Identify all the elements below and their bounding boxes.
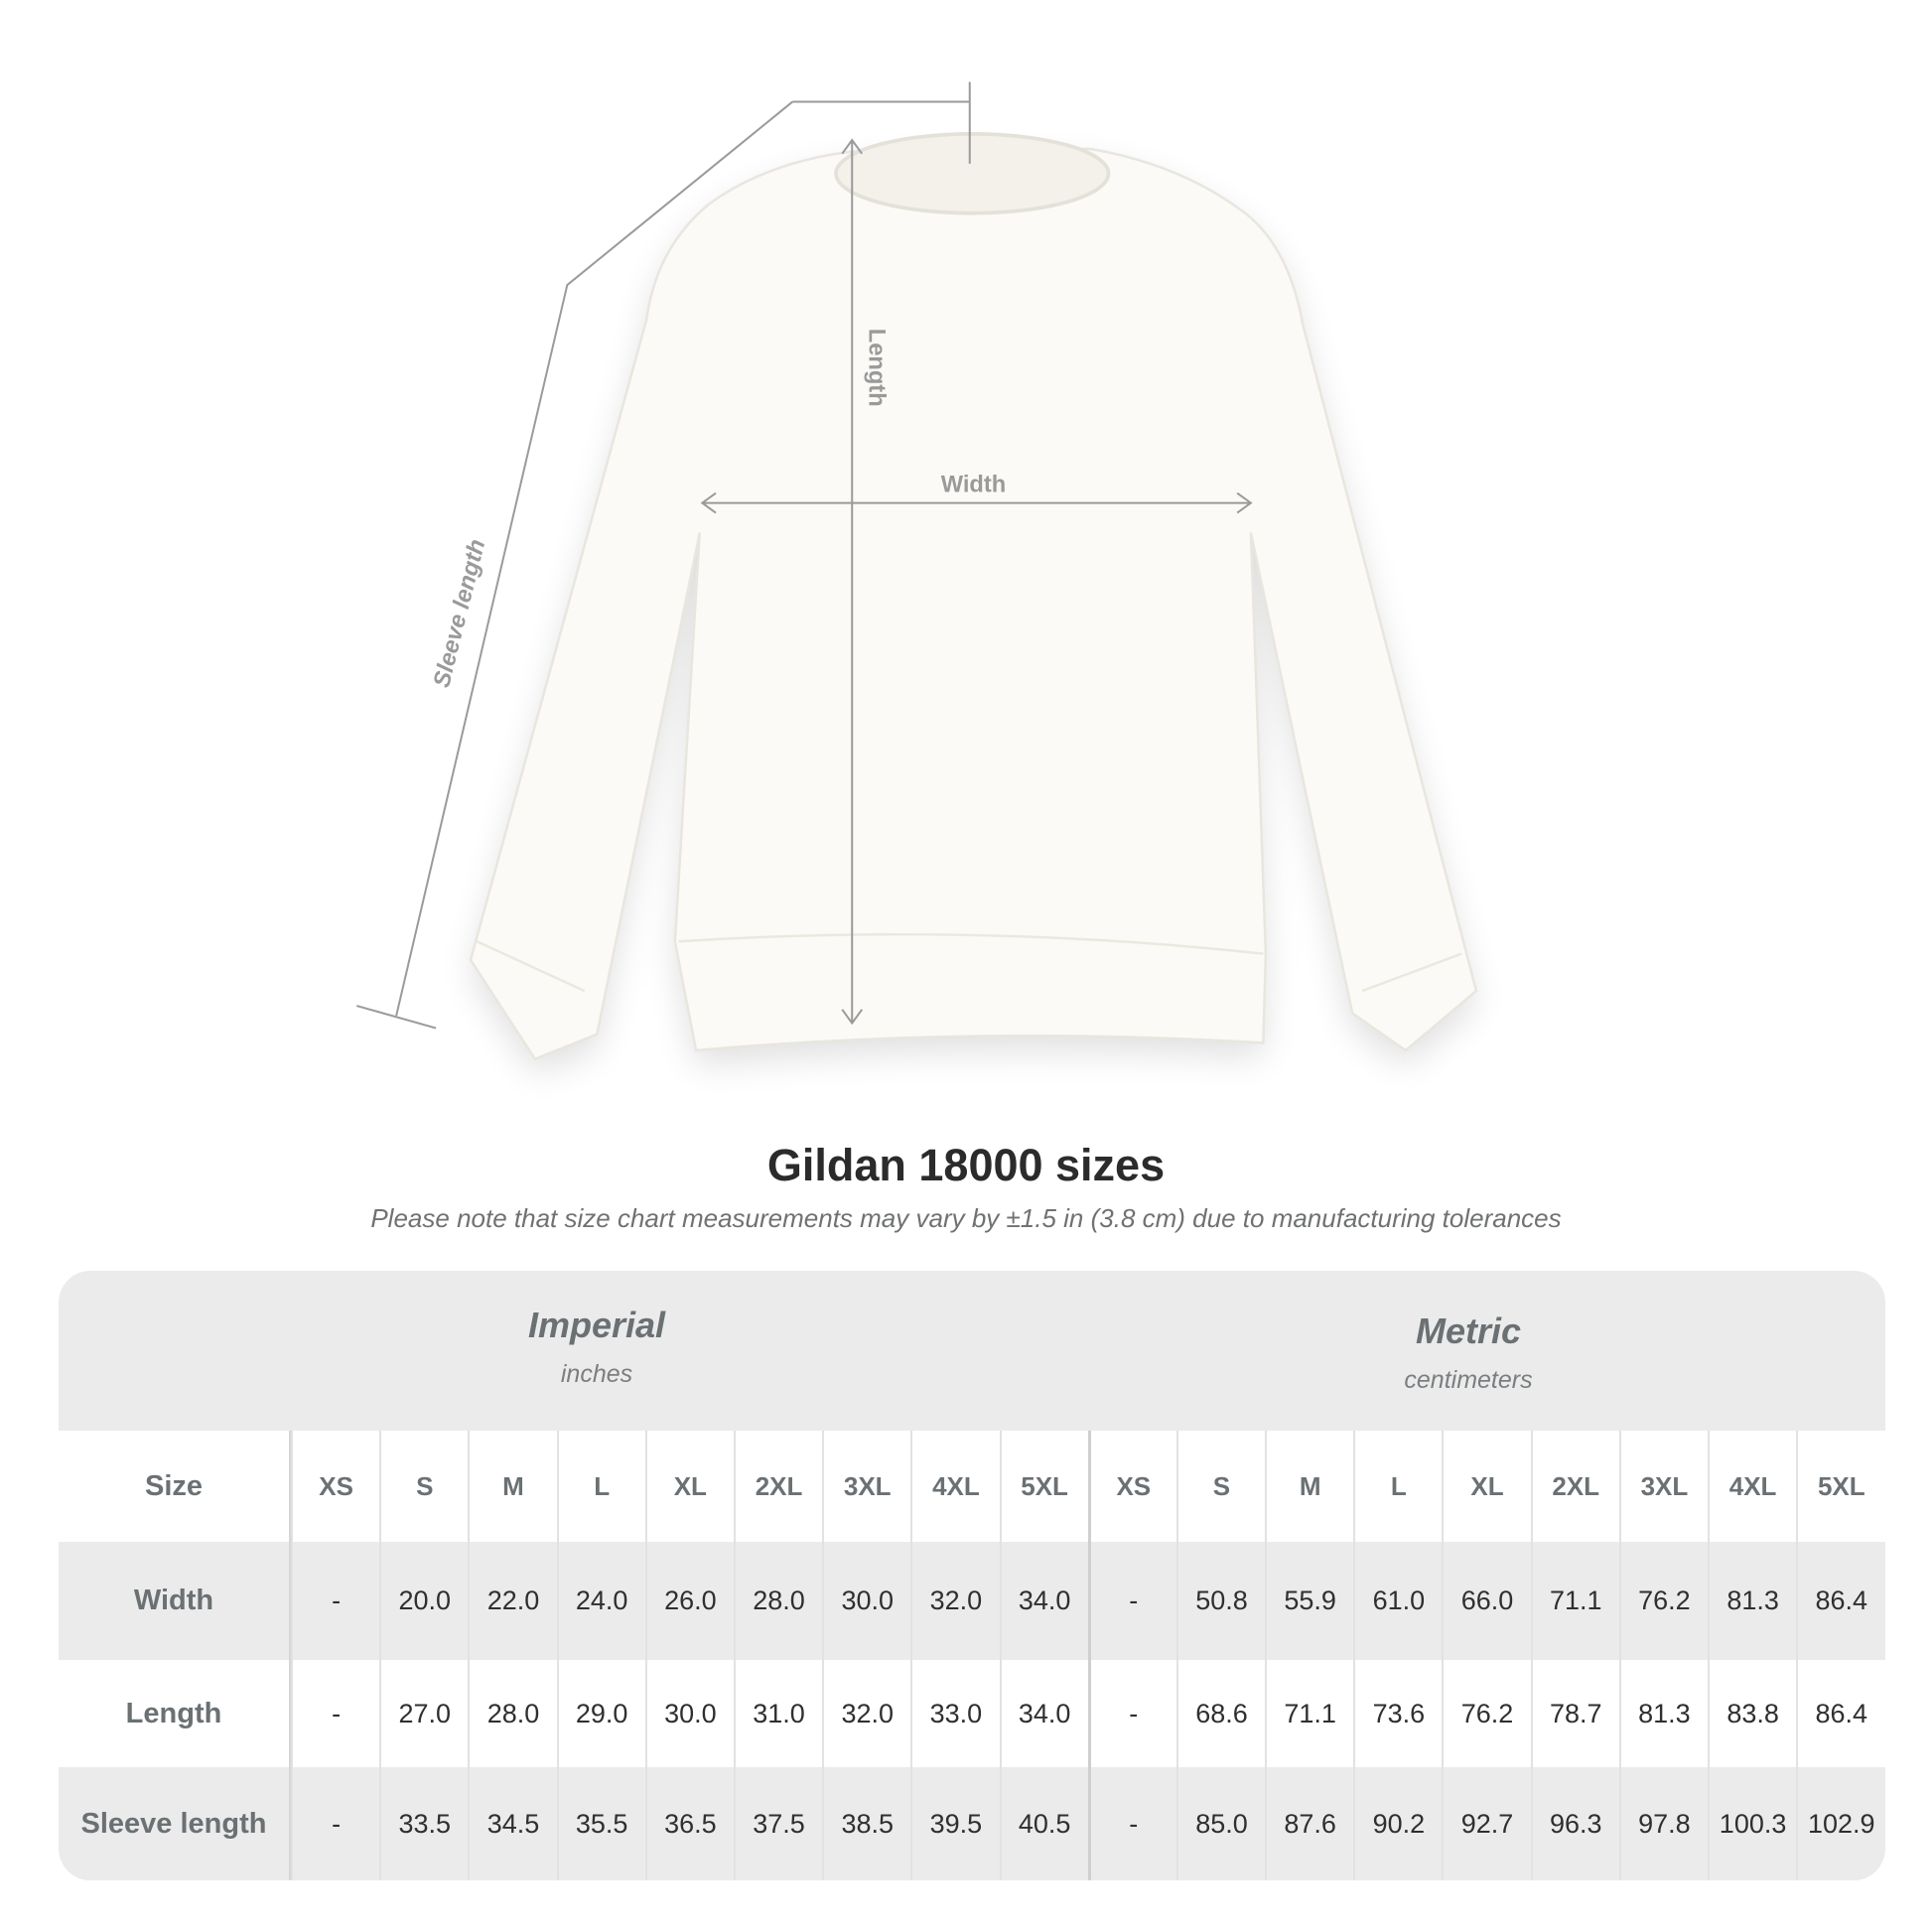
imperial-value-cell: 29.0 — [556, 1660, 645, 1767]
metric-size-header: XL — [1442, 1431, 1530, 1542]
imperial-size-header: 2XL — [733, 1431, 822, 1542]
imperial-value-cell: 35.5 — [556, 1767, 645, 1880]
metric-value-cell: 97.8 — [1618, 1767, 1708, 1880]
size-table: Imperial inches Metric centimeters Size … — [59, 1271, 1885, 1880]
imperial-value-cell: 26.0 — [644, 1542, 734, 1660]
imperial-value-cell: 36.5 — [644, 1767, 734, 1880]
metric-value-cell: 90.2 — [1353, 1767, 1442, 1880]
metric-value-cell: 61.0 — [1353, 1542, 1442, 1660]
imperial-value-cell: 39.5 — [910, 1767, 999, 1880]
imperial-value-cell: 28.0 — [468, 1660, 556, 1767]
imperial-value-cell: 22.0 — [468, 1542, 556, 1660]
imperial-value-cell: 33.0 — [910, 1660, 999, 1767]
metric-value-cell: 71.1 — [1530, 1542, 1619, 1660]
metric-value-cell: 92.7 — [1442, 1767, 1530, 1880]
sleeve-length-label: Sleeve length — [429, 537, 490, 690]
imperial-title: Imperial — [527, 1305, 666, 1345]
imperial-value-cell: 31.0 — [733, 1660, 822, 1767]
imperial-value-cell: 34.0 — [999, 1660, 1088, 1767]
imperial-value-cell: 20.0 — [379, 1542, 468, 1660]
imperial-value-cell: 33.5 — [379, 1767, 468, 1880]
metric-value-cell: 73.6 — [1353, 1660, 1442, 1767]
metric-size-header: 2XL — [1530, 1431, 1619, 1542]
metric-value-cell: 55.9 — [1265, 1542, 1353, 1660]
metric-value-cell: - — [1087, 1542, 1176, 1660]
measurement-lines — [355, 81, 1253, 1030]
imperial-size-header: 5XL — [999, 1431, 1088, 1542]
imperial-header: Imperial inches — [299, 1305, 895, 1389]
metric-value-cell: 96.3 — [1530, 1767, 1619, 1880]
imperial-size-header: XL — [644, 1431, 734, 1542]
metric-value-cell: 87.6 — [1265, 1767, 1353, 1880]
metric-value-cell: 81.3 — [1708, 1542, 1796, 1660]
imperial-value-cell: 37.5 — [733, 1767, 822, 1880]
imperial-value-cell: 40.5 — [999, 1767, 1088, 1880]
sweatshirt-image — [469, 147, 1478, 1061]
imperial-value-cell: 30.0 — [644, 1660, 734, 1767]
imperial-size-header: XS — [291, 1431, 379, 1542]
metric-value-cell: 66.0 — [1442, 1542, 1530, 1660]
metric-size-header: 4XL — [1708, 1431, 1796, 1542]
table-row: Sleeve length -33.5 34.5 35.5 36.5 37.5 38.5 39… — [59, 1767, 1885, 1880]
row-label: Sleeve length — [59, 1767, 291, 1880]
metric-value-cell: 81.3 — [1618, 1660, 1708, 1767]
imperial-value-cell: 28.0 — [733, 1542, 822, 1660]
row-label: Width — [59, 1542, 291, 1660]
imperial-value-cell: 32.0 — [910, 1542, 999, 1660]
imperial-value-cell: - — [291, 1660, 379, 1767]
metric-title: Metric — [1415, 1311, 1522, 1351]
metric-value-cell: 86.4 — [1796, 1660, 1884, 1767]
metric-size-header: 5XL — [1796, 1431, 1884, 1542]
imperial-value-cell: 24.0 — [556, 1542, 645, 1660]
metric-header: Metric centimeters — [1171, 1311, 1766, 1395]
metric-value-cell: - — [1087, 1660, 1176, 1767]
metric-value-cell: 83.8 — [1708, 1660, 1796, 1767]
size-row: Size XS S M L XL 2XL 3XL 4XL 5XL XS S M L XL 2XL 3XL 4XL… — [59, 1431, 1885, 1542]
metric-value-cell: - — [1087, 1767, 1176, 1880]
metric-value-cell: 68.6 — [1175, 1660, 1265, 1767]
size-label: Size — [59, 1431, 291, 1542]
imperial-value-cell: 30.0 — [822, 1542, 910, 1660]
imperial-size-header: S — [379, 1431, 468, 1542]
tolerance-note: Please note that size chart measurements… — [370, 1203, 1562, 1233]
sweatshirt-measurement-diagram: Length Width Sleeve length — [355, 81, 1478, 1074]
row-label: Length — [59, 1660, 291, 1767]
metric-value-cell: 85.0 — [1175, 1767, 1265, 1880]
metric-size-header: L — [1353, 1431, 1442, 1542]
metric-size-header: 3XL — [1618, 1431, 1708, 1542]
metric-value-cell: 50.8 — [1175, 1542, 1265, 1660]
page-title: Gildan 18000 sizes — [766, 1140, 1166, 1190]
metric-value-cell: 100.3 — [1708, 1767, 1796, 1880]
imperial-value-cell: 34.0 — [999, 1542, 1088, 1660]
imperial-value-cell: 32.0 — [822, 1660, 910, 1767]
imperial-size-header: 3XL — [822, 1431, 910, 1542]
imperial-value-cell: 34.5 — [468, 1767, 556, 1880]
metric-unit: centimeters — [1404, 1366, 1533, 1394]
table-row: Length -27.0 28.0 29.0 30.0 31.0 32.0 33.0 34.0-… — [59, 1660, 1885, 1767]
metric-value-cell: 102.9 — [1796, 1767, 1884, 1880]
metric-size-header: M — [1265, 1431, 1353, 1542]
imperial-value-cell: - — [291, 1767, 379, 1880]
width-label: Width — [941, 472, 1007, 497]
imperial-unit: inches — [560, 1360, 633, 1388]
imperial-value-cell: 38.5 — [822, 1767, 910, 1880]
unit-header: Imperial inches Metric centimeters — [59, 1271, 1885, 1431]
imperial-size-header: 4XL — [910, 1431, 999, 1542]
imperial-size-header: L — [556, 1431, 645, 1542]
metric-value-cell: 71.1 — [1265, 1660, 1353, 1767]
imperial-size-header: M — [468, 1431, 556, 1542]
imperial-value-cell: 27.0 — [379, 1660, 468, 1767]
metric-size-header: XS — [1087, 1431, 1176, 1542]
metric-value-cell: 76.2 — [1442, 1660, 1530, 1767]
metric-value-cell: 76.2 — [1618, 1542, 1708, 1660]
table-row: Width -20.0 22.0 24.0 26.0 28.0 30.0 32.0 34.0-5… — [59, 1542, 1885, 1660]
metric-size-header: S — [1175, 1431, 1265, 1542]
collar — [834, 132, 1111, 215]
metric-value-cell: 86.4 — [1796, 1542, 1884, 1660]
imperial-value-cell: - — [291, 1542, 379, 1660]
length-label: Length — [864, 329, 890, 407]
metric-value-cell: 78.7 — [1530, 1660, 1619, 1767]
